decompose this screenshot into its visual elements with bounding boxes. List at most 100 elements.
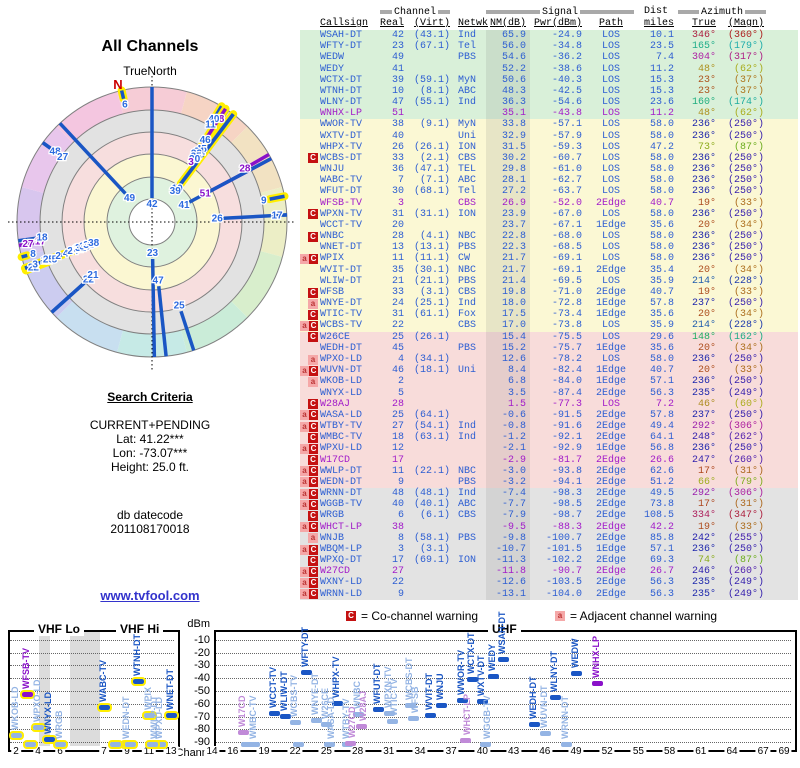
cell-miles: 58.0 (649, 152, 674, 164)
cell-noise-margin: 30.2 (486, 152, 530, 165)
cell-power: -101.5 (545, 543, 582, 555)
chart-bar (164, 710, 179, 720)
cell-azimuth-magnetic: (250°) (727, 175, 764, 187)
cell-azimuth-true: 235° (691, 588, 716, 600)
gridline (10, 665, 174, 667)
channel-tick-label: 43 (506, 746, 522, 757)
dbm-tick-label: -60 (194, 697, 210, 710)
chart-station-label: WCCT-TV (268, 666, 279, 708)
cell-azimuth-true: 236° (691, 119, 716, 131)
cell-miles: 64.1 (649, 432, 674, 444)
table-row: WNYX-LD 5 3.5 -87.4 2Edge 56.3 235° (249°) (300, 387, 798, 399)
cell-path: LOS (601, 52, 620, 64)
chart-bar (123, 740, 138, 749)
cell-real-channel: 20 (391, 219, 404, 231)
table-row: a C WXNY-LD 22 -12.6 -103.5 2Edge 56.3 235° (249°… (300, 577, 798, 589)
tvfool-link[interactable]: www.tvfool.com (100, 588, 200, 603)
cell-power: -24.9 (551, 30, 582, 41)
cell-miles: 23.5 (649, 41, 674, 53)
chart-bar (529, 721, 541, 727)
warning-markers (300, 142, 318, 153)
cell-real-channel: 30 (391, 186, 404, 198)
criteria-lat: Lat: 41.22*** (116, 432, 184, 446)
cell-azimuth-true: 214° (691, 320, 716, 332)
adjacent-channel-badge: a (555, 611, 565, 621)
cell-path: LOS (601, 108, 620, 120)
radar-channel-label: 11 (205, 120, 216, 131)
cell-path: LOS (601, 119, 620, 131)
adjacent-warning-icon: a (308, 298, 318, 309)
gridline (216, 639, 791, 641)
co-channel-legend: C = Co-channel warning (346, 609, 478, 623)
cell-miles: 56.3 (649, 577, 674, 589)
channel-tick-label: 11 (141, 746, 157, 757)
cell-virtual-channel: (64.1) (413, 409, 450, 421)
cell-path: LOS (601, 398, 620, 410)
cell-callsign: W26CE (320, 331, 351, 343)
co-channel-warning-icon: C (308, 399, 318, 410)
radar-channel-label: 33 (191, 148, 203, 159)
cell-real-channel: 40 (391, 499, 404, 511)
cell-callsign: WEDN-DT (320, 476, 363, 488)
chart-station-label: WTIC-TV (388, 678, 399, 717)
cell-real-channel: 27 (391, 566, 404, 578)
cell-azimuth-magnetic: (31°) (733, 499, 764, 511)
chart-station-label: WFSB-TV (21, 647, 31, 689)
cell-power: -87.4 (551, 387, 582, 399)
radar-spoke (249, 152, 270, 167)
radar-channel-label: 22 (28, 263, 40, 274)
cell-path: LOS (601, 353, 620, 365)
warning-markers (300, 242, 318, 253)
cell-noise-margin: 32.9 (486, 130, 530, 142)
cell-network: Uni (458, 130, 477, 142)
cell-callsign: W28AJ (320, 398, 351, 410)
radar-spoke (119, 90, 126, 100)
chart-station-label: WVIT-DT (424, 673, 435, 711)
col-netwk: Netwk (458, 18, 489, 29)
cell-path: 2Edge (595, 566, 626, 578)
radar-channel-label: 4 (63, 248, 69, 259)
table-row: WHPX-TV 26 (26.1) ION 31.5 -59.3 LOS 47.2 73° (87… (300, 141, 798, 153)
cell-miles: 69.3 (649, 555, 674, 567)
cell-miles: 11.2 (649, 108, 674, 120)
cell-miles: 40.7 (649, 286, 674, 298)
cell-azimuth-magnetic: (79°) (733, 476, 764, 488)
cell-azimuth-magnetic: (62°) (733, 63, 764, 75)
cell-path: LOS (601, 85, 620, 97)
cell-miles: 85.8 (649, 532, 674, 544)
cell-miles: 58.0 (649, 186, 674, 198)
cell-real-channel: 27 (391, 421, 404, 433)
table-row: C W28AJ 28 1.5 -77.3 LOS 7.2 46° (60°) (300, 398, 798, 410)
cell-power: -81.7 (551, 454, 582, 466)
cell-real-channel: 36 (391, 164, 404, 176)
cell-noise-margin: 3.5 (486, 387, 530, 399)
cell-azimuth-true: 73° (697, 141, 716, 153)
chart-bar (23, 740, 38, 749)
cell-miles: 51.2 (649, 476, 674, 488)
cell-azimuth-magnetic: (250°) (727, 208, 764, 220)
criteria-mode: CURRENT+PENDING (89, 418, 211, 432)
warning-markers (300, 265, 318, 276)
co-channel-warning-icon: C (309, 421, 318, 432)
cell-azimuth-true: 46° (697, 398, 716, 410)
cell-miles: 29.6 (649, 331, 674, 343)
channel-tick-label: 31 (381, 746, 397, 757)
radar-channel-label: 11 (72, 244, 83, 255)
cell-miles: 57.1 (649, 376, 674, 388)
cell-callsign: WCTX-DT (320, 74, 363, 86)
chart-bar (407, 715, 419, 721)
chart-bar (459, 738, 471, 744)
cell-callsign: WXTV-DT (320, 130, 363, 142)
cell-path: LOS (601, 253, 620, 265)
gridline (216, 742, 791, 744)
cell-path: 2Edge (595, 197, 626, 209)
chart-bar (383, 710, 395, 716)
cell-network: ABC (458, 175, 477, 187)
cell-virtual-channel: (30.1) (413, 264, 450, 276)
chart-bar (131, 677, 146, 687)
cell-miles: 35.9 (649, 320, 674, 332)
adjacent-warning-icon: a (300, 365, 309, 376)
cell-network: NBC (458, 231, 477, 243)
table-row: a WNYE-DT 24 (25.1) Ind 18.0 -72.8 1Edge 57.8 237… (300, 298, 798, 310)
